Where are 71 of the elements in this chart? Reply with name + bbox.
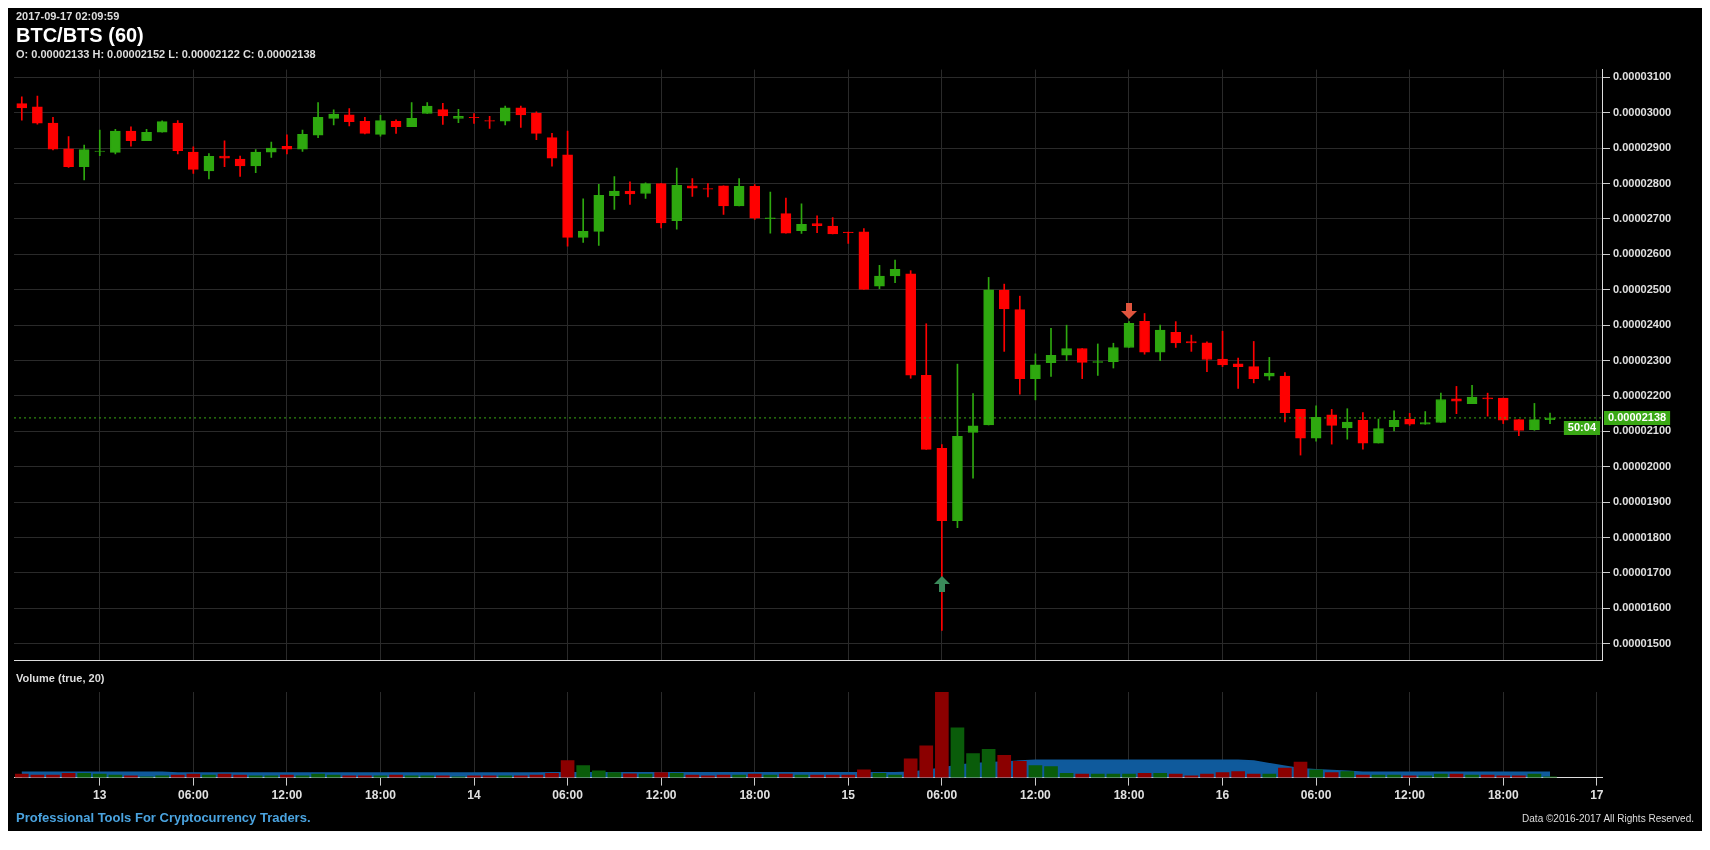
annotation: 50:04 [1567, 420, 1597, 433]
y-tick-label: 0.00002800 [1613, 176, 1672, 189]
y-tick-label: 0.00002300 [1613, 353, 1672, 366]
x-tick-label: 15 [841, 788, 856, 803]
bar [1278, 767, 1292, 778]
bar [950, 727, 965, 778]
bar [966, 753, 980, 778]
chart-subtitle: O: 0.00002133 H: 0.00002152 L: 0.00002122 C: 0.00002138 [16, 48, 317, 60]
bar [576, 765, 591, 778]
x-tick-label: 06:00 [177, 788, 209, 803]
candlestick [1045, 328, 1057, 377]
x-tick-label: 12:00 [645, 788, 677, 803]
x-tick-label: 14 [467, 788, 482, 803]
text: Professional Tools For Cryptocurrency Traders. [16, 810, 311, 825]
chart-title: Volume (true, 20) [15, 671, 106, 686]
y-tick-label: 0.00002000 [1613, 459, 1672, 472]
y-tick-label: 0.00002400 [1613, 318, 1672, 331]
bar [560, 760, 575, 778]
y-tick-label: 0.00002600 [1613, 247, 1672, 260]
y-tick-label: 0.00001600 [1613, 601, 1672, 614]
bar [1324, 772, 1339, 778]
candlestick [811, 215, 823, 234]
text: 2017-09-17 02:09:59 [16, 10, 121, 22]
bar [1028, 765, 1043, 778]
bar [623, 773, 637, 778]
y-tick-label: 0.00003100 [1613, 70, 1672, 83]
bar [1044, 766, 1058, 778]
bar [919, 745, 934, 778]
y-tick-label: 0.00003000 [1613, 105, 1672, 118]
bar [903, 758, 918, 778]
bar [654, 772, 668, 778]
x-tick-label: 18:00 [1113, 788, 1145, 803]
y-tick-label: 0.00002200 [1613, 389, 1672, 401]
x-tick-label: 16 [1215, 788, 1230, 803]
y-tick-label: 0.00001900 [1613, 495, 1672, 508]
x-tick-label: 13 [93, 788, 107, 803]
candlestick [842, 231, 854, 244]
bar [935, 692, 949, 778]
x-tick-label: 12:00 [1394, 788, 1426, 803]
y-tick-label: 0.00002100 [1613, 424, 1672, 437]
candlestick [281, 134, 293, 155]
candlestick [16, 96, 28, 121]
bar [1293, 761, 1308, 778]
bar [591, 770, 606, 778]
y-tick-label: 0.00002900 [1613, 141, 1672, 154]
x-tick-label: 06:00 [926, 788, 958, 803]
x-tick-label: 06:00 [552, 788, 584, 803]
x-tick-label: 18:00 [365, 788, 397, 803]
candlestick [764, 191, 776, 234]
bar [981, 749, 996, 778]
x-tick-label: 17 [1590, 788, 1604, 803]
y-tick-label: 0.00001500 [1613, 636, 1672, 649]
text: Data ©2016-2017 All Rights Reserved. [1522, 813, 1694, 824]
y-tick-label: 0.00001800 [1613, 530, 1672, 543]
y-tick-label: 0.00002500 [1613, 282, 1672, 295]
x-tick-label: 06:00 [1300, 788, 1332, 803]
candlestick [1232, 357, 1244, 389]
x-tick-label: 18:00 [1487, 788, 1519, 803]
candlestick [577, 198, 589, 243]
bar [1340, 771, 1355, 778]
candlestick [468, 113, 480, 124]
chart-title: BTC/BTS (60) [16, 23, 145, 48]
ref-line-label: 0.00002138 [1608, 410, 1667, 423]
y-tick-label: 0.00002700 [1613, 212, 1672, 225]
bar [1231, 771, 1245, 778]
x-tick-label: 12:00 [1020, 788, 1052, 803]
x-tick-label: 18:00 [739, 788, 771, 803]
y-tick-label: 0.00001700 [1613, 566, 1672, 578]
bar [997, 755, 1012, 778]
x-tick-label: 12:00 [271, 788, 303, 803]
bar [1012, 761, 1027, 778]
